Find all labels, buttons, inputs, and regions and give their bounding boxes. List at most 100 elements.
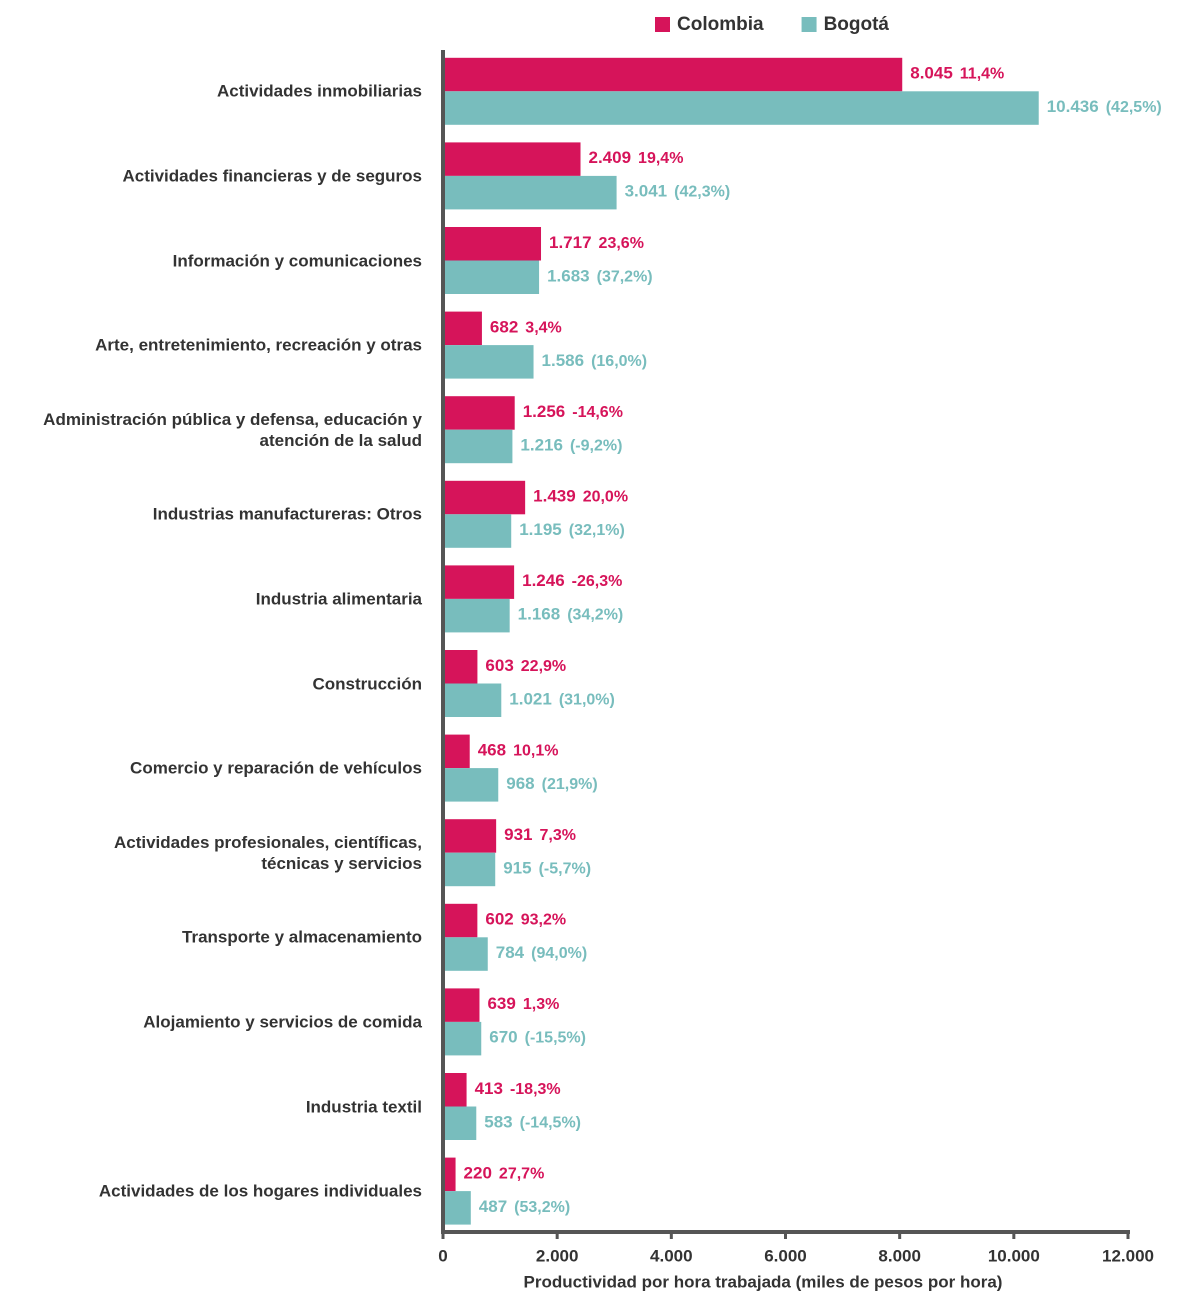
value-label: 603 — [485, 656, 513, 675]
bar — [443, 768, 499, 802]
change-label: 10,1% — [513, 743, 558, 760]
change-label: (21,9%) — [542, 776, 598, 793]
value-label: 1.021 — [509, 690, 552, 709]
value-label: 682 — [490, 318, 518, 337]
bar — [443, 227, 542, 261]
data-label: 1.168 (34,2%) — [518, 605, 624, 624]
change-label: 11,4% — [960, 66, 1004, 83]
value-label: 784 — [496, 944, 525, 963]
value-label: 1.168 — [518, 605, 561, 624]
data-label: 1.586 (16,0%) — [542, 351, 648, 370]
legend-label: Colombia — [677, 14, 764, 35]
data-label: 602 93,2% — [485, 910, 566, 929]
data-label: 1.717 23,6% — [549, 233, 644, 252]
change-label: (-9,2%) — [570, 438, 622, 455]
x-axis-label: Productividad por hora trabajada (miles … — [524, 1272, 1003, 1291]
value-label: 1.586 — [542, 351, 585, 370]
bar — [443, 429, 513, 464]
value-label: 1.195 — [519, 521, 562, 540]
change-label: 20,0% — [583, 489, 628, 506]
value-label: 487 — [479, 1197, 507, 1216]
data-label: 413 -18,3% — [475, 1079, 561, 1098]
data-label: 2.409 19,4% — [589, 149, 684, 168]
data-label: 1.246 -26,3% — [522, 572, 622, 591]
change-label: -14,6% — [572, 404, 623, 421]
change-label: (-15,5%) — [525, 1030, 586, 1047]
bar — [443, 937, 488, 971]
bar — [443, 396, 515, 430]
bar — [443, 988, 480, 1022]
bar — [443, 903, 478, 938]
x-tick-label: 6.000 — [764, 1246, 807, 1265]
data-label: 1.216 (-9,2%) — [520, 436, 622, 455]
value-label: 915 — [503, 859, 531, 878]
legend-label: Bogotá — [824, 14, 890, 35]
bar — [443, 260, 540, 294]
data-label: 1.256 -14,6% — [523, 402, 623, 421]
bar — [443, 1191, 471, 1225]
value-label: 931 — [504, 825, 532, 844]
value-label: 1.256 — [523, 402, 566, 421]
change-label: (32,1%) — [569, 522, 625, 539]
change-label: (16,0%) — [591, 353, 647, 370]
bar — [443, 480, 526, 515]
value-label: 1.439 — [533, 487, 576, 506]
bar — [443, 1021, 482, 1056]
bar — [443, 175, 617, 210]
data-label: 3.041 (42,3%) — [625, 182, 731, 201]
value-label: 602 — [485, 910, 513, 929]
data-label: 968 (21,9%) — [506, 774, 597, 793]
data-label: 915 (-5,7%) — [503, 859, 591, 878]
change-label: -26,3% — [572, 573, 623, 590]
change-label: (42,3%) — [674, 184, 730, 201]
data-label: 1.021 (31,0%) — [509, 690, 615, 709]
data-label: 1.683 (37,2%) — [547, 267, 653, 286]
bar — [443, 598, 510, 633]
bar — [443, 1157, 456, 1192]
data-label: 670 (-15,5%) — [489, 1028, 586, 1047]
bar — [443, 345, 534, 379]
data-label: 931 7,3% — [504, 825, 576, 844]
data-label: 468 10,1% — [478, 741, 559, 760]
value-label: 639 — [487, 995, 515, 1014]
data-label: 220 27,7% — [464, 1164, 545, 1183]
change-label: 19,4% — [638, 150, 683, 167]
x-tick-label: 4.000 — [650, 1246, 693, 1265]
data-label: 1.439 20,0% — [533, 487, 628, 506]
bar — [443, 852, 496, 887]
bar — [443, 91, 1039, 125]
data-label: 1.195 (32,1%) — [519, 521, 625, 540]
value-label: 1.683 — [547, 267, 590, 286]
change-label: (-5,7%) — [539, 861, 591, 878]
change-label: (34,2%) — [567, 607, 623, 624]
value-label: 1.246 — [522, 572, 565, 591]
x-tick-label: 0 — [438, 1246, 447, 1265]
change-label: (53,2%) — [514, 1199, 570, 1216]
change-label: (31,0%) — [559, 691, 615, 708]
value-label: 8.045 — [910, 64, 953, 83]
change-label: 1,3% — [523, 996, 559, 1013]
bar — [443, 683, 502, 717]
change-label: 93,2% — [521, 912, 566, 929]
bar — [443, 514, 512, 548]
bar — [443, 1073, 467, 1107]
data-label: 639 1,3% — [487, 995, 559, 1014]
bar — [443, 142, 581, 176]
bar — [443, 650, 478, 684]
change-label: (-14,5%) — [520, 1114, 581, 1131]
value-label: 413 — [475, 1079, 503, 1098]
bar — [443, 565, 515, 599]
data-label: 784 (94,0%) — [496, 944, 587, 963]
value-label: 583 — [484, 1113, 512, 1132]
change-label: 3,4% — [525, 320, 561, 337]
change-label: (37,2%) — [597, 268, 653, 285]
value-label: 670 — [489, 1028, 517, 1047]
value-label: 2.409 — [589, 149, 632, 168]
value-label: 10.436 — [1047, 98, 1099, 117]
data-label: 603 22,9% — [485, 656, 566, 675]
value-label: 220 — [464, 1164, 492, 1183]
change-label: 7,3% — [540, 827, 576, 844]
value-label: 468 — [478, 741, 506, 760]
